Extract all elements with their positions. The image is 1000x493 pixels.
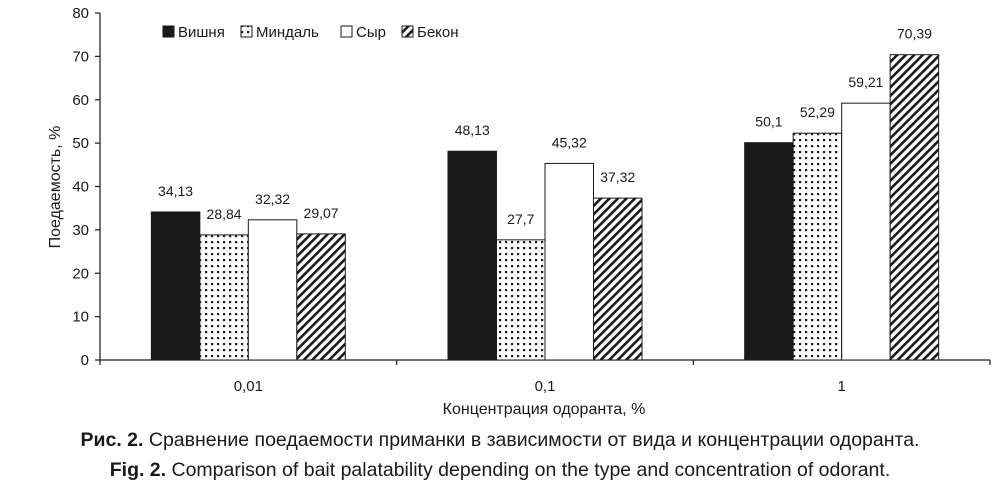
data-label: 70,39 [897,26,932,42]
y-tick-label: 30 [72,222,89,239]
legend-label: Миндаль [256,24,319,41]
y-axis: 0 10 20 30 40 50 60 70 80 [72,5,101,369]
data-label: 28,84 [207,206,242,222]
data-label: 27,7 [507,211,534,227]
bar [744,142,794,361]
figure-caption-ru: Рис. 2. Сравнение поедаемости приманки в… [0,427,1000,453]
y-tick-label: 0 [81,352,89,369]
bars: 34,13 28,84 32,32 29,07 48,13 27,7 45,32 37,32 5… [150,26,940,361]
bar [792,132,843,361]
y-tick-label: 60 [72,92,89,109]
caption-en-text: Comparison of bait palatability dependin… [166,459,891,481]
bar [150,211,201,361]
y-tick-label: 70 [72,48,89,65]
bar-chart: 0 10 20 30 40 50 60 70 80 0,01 0,1 1 34,13 28,84 32,… [47,5,991,418]
legend-swatch [162,25,175,38]
data-label: 34,13 [158,183,193,199]
caption-ru-text: Сравнение поедаемости приманки в зависим… [143,429,920,451]
x-tick-label: 0,1 [535,378,556,395]
y-axis-title: Поедаемость, % [47,126,64,249]
bar [199,234,249,361]
data-label: 50,1 [755,114,782,130]
data-label: 32,32 [255,191,290,207]
y-tick-label: 50 [72,135,89,152]
legend: Вишня Миндаль Сыр Бекон [162,24,459,41]
bar [296,233,346,361]
legend-label: Вишня [178,24,225,41]
y-tick-label: 80 [72,5,89,22]
bar [544,162,594,361]
y-tick-label: 40 [72,179,89,196]
data-label: 52,29 [800,104,835,120]
y-tick-label: 20 [72,265,89,282]
data-label: 59,21 [848,74,883,90]
legend-swatch [240,25,253,38]
y-tick-label: 10 [72,309,89,326]
data-label: 37,32 [600,169,635,185]
x-tick-label: 0,01 [234,378,263,395]
bar [447,150,497,361]
legend-label: Бекон [417,24,459,41]
bar [889,54,940,361]
caption-en-prefix: Fig. 2. [109,459,167,481]
legend-swatch [401,25,414,38]
x-axis: 0,01 0,1 1 [99,359,991,395]
bar [841,102,891,361]
bar [593,197,643,361]
caption-ru-prefix: Рис. 2. [80,429,144,451]
bar [247,219,298,361]
legend-label: Сыр [356,24,386,41]
bar [496,239,546,361]
x-axis-title: Концентрация одоранта, % [443,401,646,418]
legend-swatch [340,25,353,38]
data-label: 29,07 [304,205,339,221]
x-tick-label: 1 [837,378,845,395]
data-label: 48,13 [455,122,490,138]
data-label: 45,32 [552,134,587,150]
figure-caption-en: Fig. 2. Comparison of bait palatability … [0,457,1000,483]
